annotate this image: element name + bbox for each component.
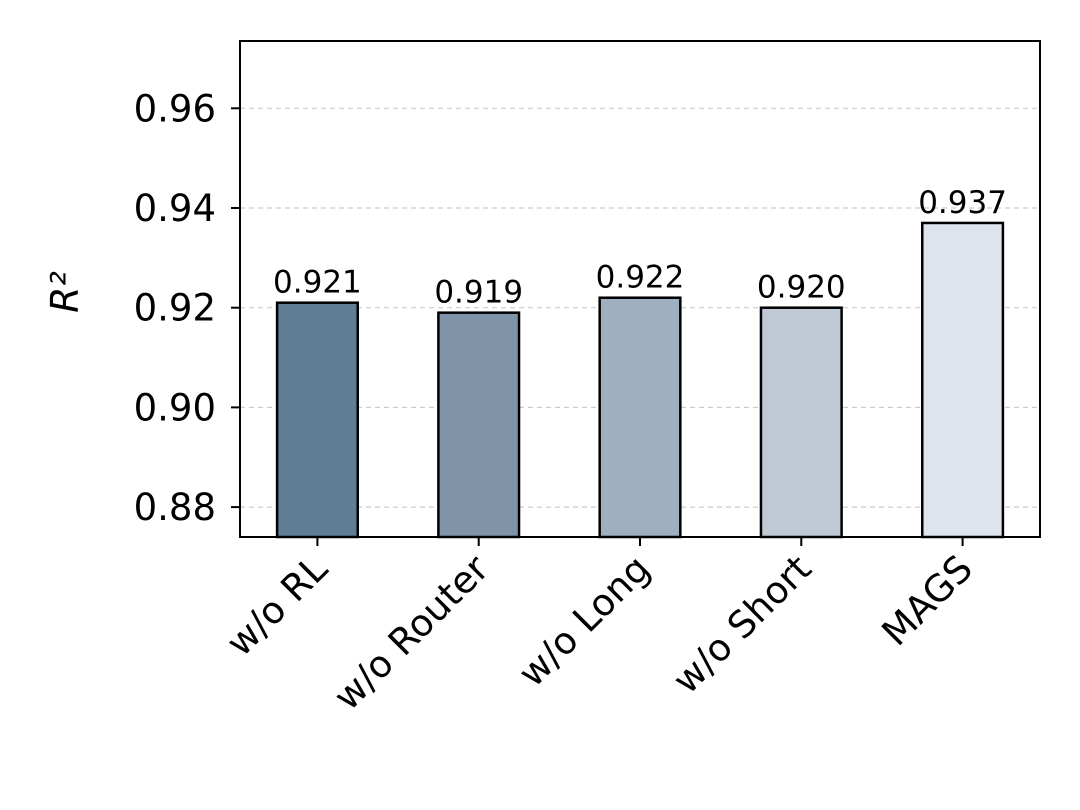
bar — [437, 311, 521, 539]
x-tick-label: w/o Long — [510, 547, 658, 695]
value-label: 0.919 — [434, 275, 523, 311]
value-label: 0.920 — [757, 270, 846, 306]
value-label: 0.921 — [273, 265, 362, 301]
y-tick-label: 0.92 — [134, 287, 216, 330]
value-label: 0.937 — [918, 185, 1007, 221]
bar — [275, 301, 359, 539]
bar — [598, 296, 682, 539]
value-label: 0.922 — [596, 260, 685, 296]
x-tick-label: w/o Router — [325, 546, 497, 718]
y-tick-label: 0.94 — [134, 187, 216, 230]
x-tick-label: w/o Short — [664, 547, 819, 702]
x-tick-label: w/o RL — [218, 547, 336, 665]
x-tick-label: MAGS — [874, 547, 981, 654]
y-tick-label: 0.96 — [134, 87, 216, 130]
bar — [759, 306, 843, 539]
y-tick-label: 0.90 — [134, 386, 216, 429]
y-axis-label: R² — [43, 271, 87, 313]
y-tick-label: 0.88 — [134, 486, 216, 529]
bar — [921, 221, 1005, 539]
plot-frame — [239, 40, 1041, 538]
